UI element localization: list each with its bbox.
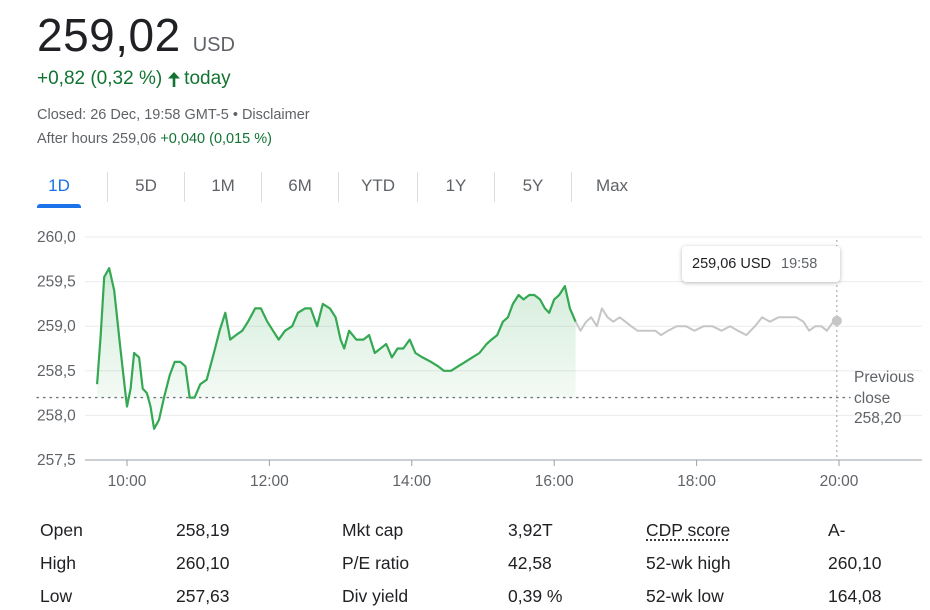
price-chart[interactable]: 260,0 259,5 259,0 258,5 258,0 257,5 10:00 12:00… (0, 222, 930, 502)
y-tick-label: 257,5 (37, 452, 76, 469)
x-tick-label: 16:00 (535, 473, 574, 490)
tab-5d[interactable]: 5D (135, 176, 157, 195)
after-hours-line (574, 307, 838, 337)
stat-value: 164,08 (828, 586, 882, 606)
x-tick-label: 18:00 (677, 473, 716, 490)
hover-tooltip: 259,06 USD 19:58 (682, 246, 840, 282)
stat-value: 257,63 (176, 586, 230, 606)
tab-separator (494, 172, 495, 202)
stat-label: P/E ratio (342, 553, 410, 573)
y-tick-label: 258,5 (37, 363, 76, 380)
previous-close-line2: close (854, 389, 891, 407)
stat-value: 3,92T (508, 520, 553, 540)
closed-info: Closed: 26 Dec, 19:58 GMT-5 • Disclaimer (37, 107, 310, 123)
stat-label: 52-wk low (646, 586, 724, 606)
price-change: +0,82 (0,32 %) (37, 68, 163, 89)
previous-close-line1: Previous (854, 369, 915, 386)
price-area (97, 268, 576, 429)
previous-close-label: Previous close 258,20 (854, 368, 914, 430)
stat-label: Mkt cap (342, 520, 404, 540)
after-hours-change: +0,040 (0,015 %) (160, 131, 272, 147)
tab-ytd[interactable]: YTD (361, 176, 395, 195)
stat-row: Low 257,63 Div yield 0,39 % 52-wk low 16… (40, 586, 920, 610)
tab-separator (571, 172, 572, 202)
after-hours-label: After hours 259,06 (37, 131, 157, 147)
tooltip-price: 259,06 USD (692, 256, 771, 272)
regular-session-line (96, 267, 577, 430)
price-change-row: +0,82 (0,32 %) today (37, 68, 231, 90)
stat-label: Div yield (342, 586, 409, 606)
stat-row: High 260,10 P/E ratio 42,58 52-wk high 2… (40, 553, 920, 585)
stat-label: Low (40, 586, 73, 606)
after-hours-info: After hours 259,06 +0,040 (0,015 %) (37, 131, 272, 147)
x-tick-label: 12:00 (250, 473, 289, 490)
x-tick-label: 14:00 (392, 473, 431, 490)
current-price: 259,02 (37, 9, 181, 61)
tab-separator (417, 172, 418, 202)
stat-value: A- (828, 520, 846, 540)
stat-value: 260,10 (828, 553, 882, 573)
tab-1d[interactable]: 1D (37, 168, 81, 208)
tooltip-time: 19:58 (781, 256, 818, 272)
currency-label: USD (192, 34, 235, 56)
stat-row: Open 258,19 Mkt cap 3,92T CDP score A- (40, 520, 920, 552)
stat-label: Open (40, 520, 83, 540)
tab-6m[interactable]: 6M (288, 176, 312, 195)
stat-label: High (40, 553, 76, 573)
tab-max[interactable]: Max (595, 176, 629, 195)
tab-separator (184, 172, 185, 202)
stat-value: 260,10 (176, 553, 230, 573)
stat-value: 42,58 (508, 553, 552, 573)
tab-1m[interactable]: 1M (211, 176, 235, 195)
tab-1y[interactable]: 1Y (445, 176, 467, 195)
arrow-up-icon (168, 71, 181, 87)
price-row: 259,02 USD (37, 8, 235, 62)
stat-value: 258,19 (176, 520, 230, 540)
tab-separator (107, 172, 108, 202)
previous-close-value: 258,20 (854, 410, 902, 427)
stat-label-cdp-score[interactable]: CDP score (646, 520, 731, 540)
tab-5y[interactable]: 5Y (522, 176, 544, 195)
y-tick-label: 258,0 (37, 407, 76, 424)
stat-value: 0,39 % (508, 586, 563, 606)
y-tick-label: 260,0 (37, 229, 76, 246)
y-tick-label: 259,0 (37, 318, 76, 335)
tab-separator (261, 172, 262, 202)
stat-label: 52-wk high (646, 553, 731, 573)
x-tick-label: 20:00 (820, 473, 859, 490)
change-period: today (184, 68, 231, 89)
tab-separator (338, 172, 339, 202)
y-tick-label: 259,5 (37, 274, 76, 291)
x-tick-label: 10:00 (108, 473, 147, 490)
hover-point (831, 315, 842, 326)
range-tabs: 1D 5D 1M 6M YTD 1Y 5Y Max (37, 168, 652, 208)
